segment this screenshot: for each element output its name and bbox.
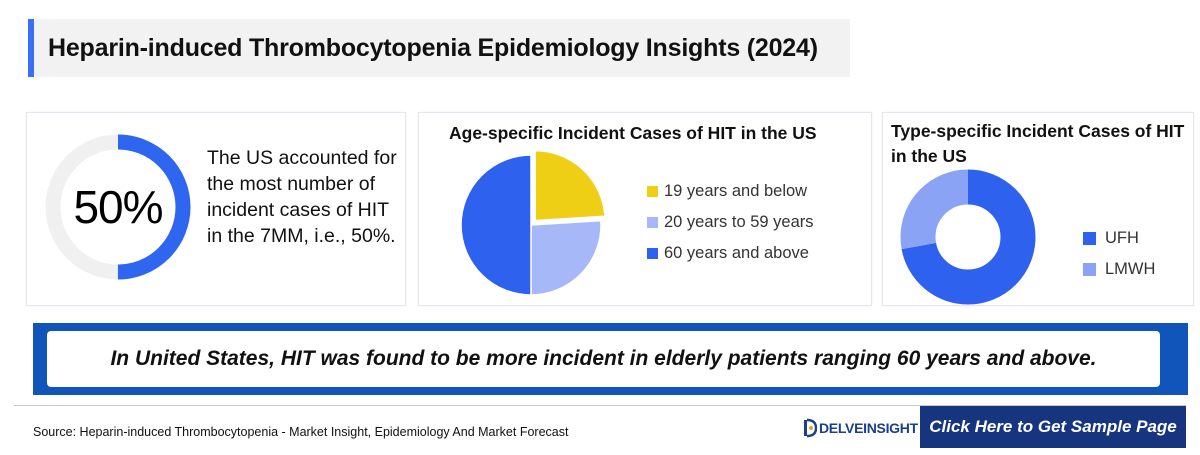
sample-page-button-label: Click Here to Get Sample Page (929, 417, 1177, 436)
type-legend-item: UFH (1083, 228, 1155, 248)
insight-banner-inner: In United States, HIT was found to be mo… (47, 331, 1160, 387)
insight-text: In United States, HIT was found to be mo… (110, 347, 1097, 370)
stat-description: The US accounted for the most number of … (207, 147, 397, 247)
age-legend-label: 19 years and below (664, 181, 808, 200)
stat-card: 50% The US accounted for the most number… (26, 112, 406, 306)
page-title: Heparin-induced Thrombocytopenia Epidemi… (48, 33, 818, 62)
logo-mark-icon (804, 418, 817, 438)
ring-progress (45, 134, 191, 280)
type-donut-chart (900, 169, 1036, 305)
age-chart-title: Age-specific Incident Cases of HIT in th… (449, 123, 817, 143)
age-legend-label: 60 years and above (664, 243, 809, 262)
age-legend-swatch (647, 247, 658, 259)
type-chart-title: Type-specific Incident Cases of HIT in t… (891, 121, 1185, 166)
type-legend-item: LMWH (1083, 259, 1155, 279)
age-legend-item: 60 years and above (647, 243, 814, 263)
age-legend: 19 years and below 20 years to 59 years 60… (647, 181, 814, 274)
type-chart-card: Type-specific Incident Cases of HIT in t… (882, 112, 1194, 306)
logo-text: DELVEINSIGHT (819, 420, 918, 436)
age-pie-chart (460, 149, 606, 296)
age-pie-slice (534, 149, 606, 222)
age-legend-swatch (647, 216, 658, 228)
type-donut-slice (900, 169, 1036, 305)
type-legend-label: UFH (1105, 228, 1139, 247)
age-pie-slice (460, 154, 532, 296)
type-legend: UFH LMWH (1083, 228, 1155, 290)
sample-page-button[interactable]: Click Here to Get Sample Page (920, 406, 1186, 448)
age-pie-slice (530, 219, 602, 296)
age-legend-label: 20 years to 59 years (664, 212, 814, 231)
age-chart-card: Age-specific Incident Cases of HIT in th… (418, 112, 872, 306)
age-legend-item: 20 years to 59 years (647, 212, 814, 232)
age-legend-item: 19 years and below (647, 181, 814, 201)
insight-banner: In United States, HIT was found to be mo… (33, 323, 1188, 395)
age-legend-swatch (647, 185, 658, 197)
percent-ring: 50% (43, 132, 193, 282)
title-bar: Heparin-induced Thrombocytopenia Epidemi… (28, 19, 850, 77)
footer-divider (14, 405, 1186, 406)
stat-value: 50% (73, 181, 163, 233)
source-text: Source: Heparin-induced Thrombocytopenia… (33, 425, 569, 439)
type-legend-label: LMWH (1105, 259, 1156, 278)
type-legend-swatch (1083, 231, 1096, 245)
delveinsight-logo[interactable]: DELVEINSIGHT (803, 418, 918, 438)
type-legend-swatch (1083, 262, 1096, 276)
